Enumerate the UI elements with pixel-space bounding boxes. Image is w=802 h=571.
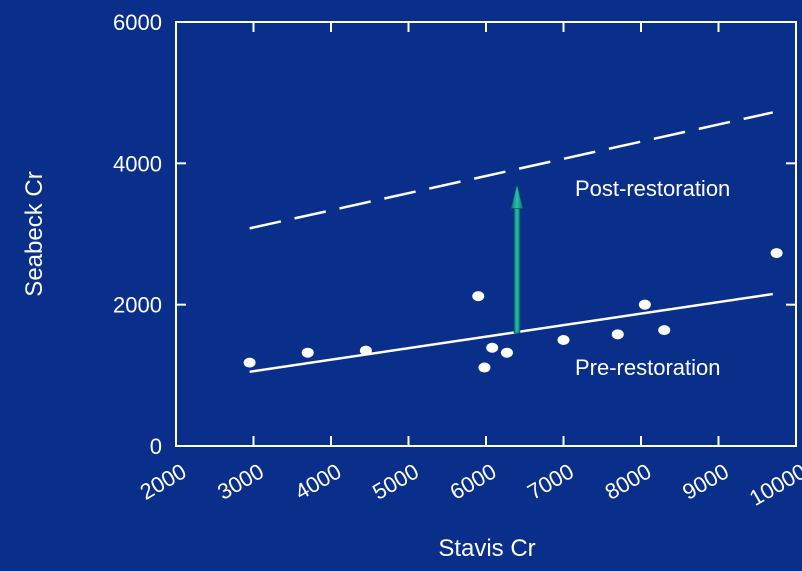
arrow-head	[510, 184, 524, 209]
data-point	[557, 335, 570, 345]
x-tick-label: 7000	[523, 459, 578, 505]
data-point	[243, 357, 256, 368]
y-tick-label: 4000	[113, 151, 162, 176]
plot-frame	[175, 21, 797, 447]
data-point	[472, 291, 485, 302]
y-axis-title: Seabeck Cr	[21, 171, 48, 296]
data-point	[359, 345, 372, 356]
x-tick-label: 10000	[745, 459, 802, 511]
data-point	[611, 329, 624, 340]
x-tick-label: 3000	[213, 459, 268, 505]
pre-restoration-label: Pre-restoration	[575, 355, 721, 380]
data-point	[658, 325, 671, 336]
x-tick-label: 6000	[446, 459, 501, 505]
pre-restoration-line	[249, 292, 773, 374]
y-tick-label: 6000	[113, 10, 162, 35]
x-tick-label: 2000	[136, 459, 191, 505]
x-tick-label: 8000	[601, 459, 656, 505]
x-tick-label: 4000	[291, 459, 346, 505]
data-point	[638, 299, 651, 310]
data-point	[486, 342, 499, 353]
data-point	[301, 347, 314, 358]
data-points	[243, 248, 783, 373]
x-tick-label: 5000	[368, 459, 423, 505]
data-point	[500, 347, 513, 358]
y-tick-label: 0	[150, 434, 162, 459]
post-restoration-line	[249, 111, 774, 230]
change-arrow	[510, 184, 524, 334]
post-restoration-label: Post-restoration	[575, 176, 730, 201]
plot-area-border	[175, 21, 797, 447]
x-axis-title: Stavis Cr	[438, 535, 535, 562]
x-tick-label: 9000	[678, 459, 733, 505]
trend-lines	[249, 111, 774, 374]
y-tick-label: 2000	[113, 293, 162, 318]
data-point	[478, 362, 491, 373]
data-point	[770, 248, 783, 259]
arrow-shaft	[513, 206, 521, 334]
x-axis-ticks: 2000 3000 4000 5000 6000 7000 8000 9000 10000	[136, 22, 802, 511]
y-axis-ticks: 0 2000 4000 6000	[113, 10, 796, 459]
